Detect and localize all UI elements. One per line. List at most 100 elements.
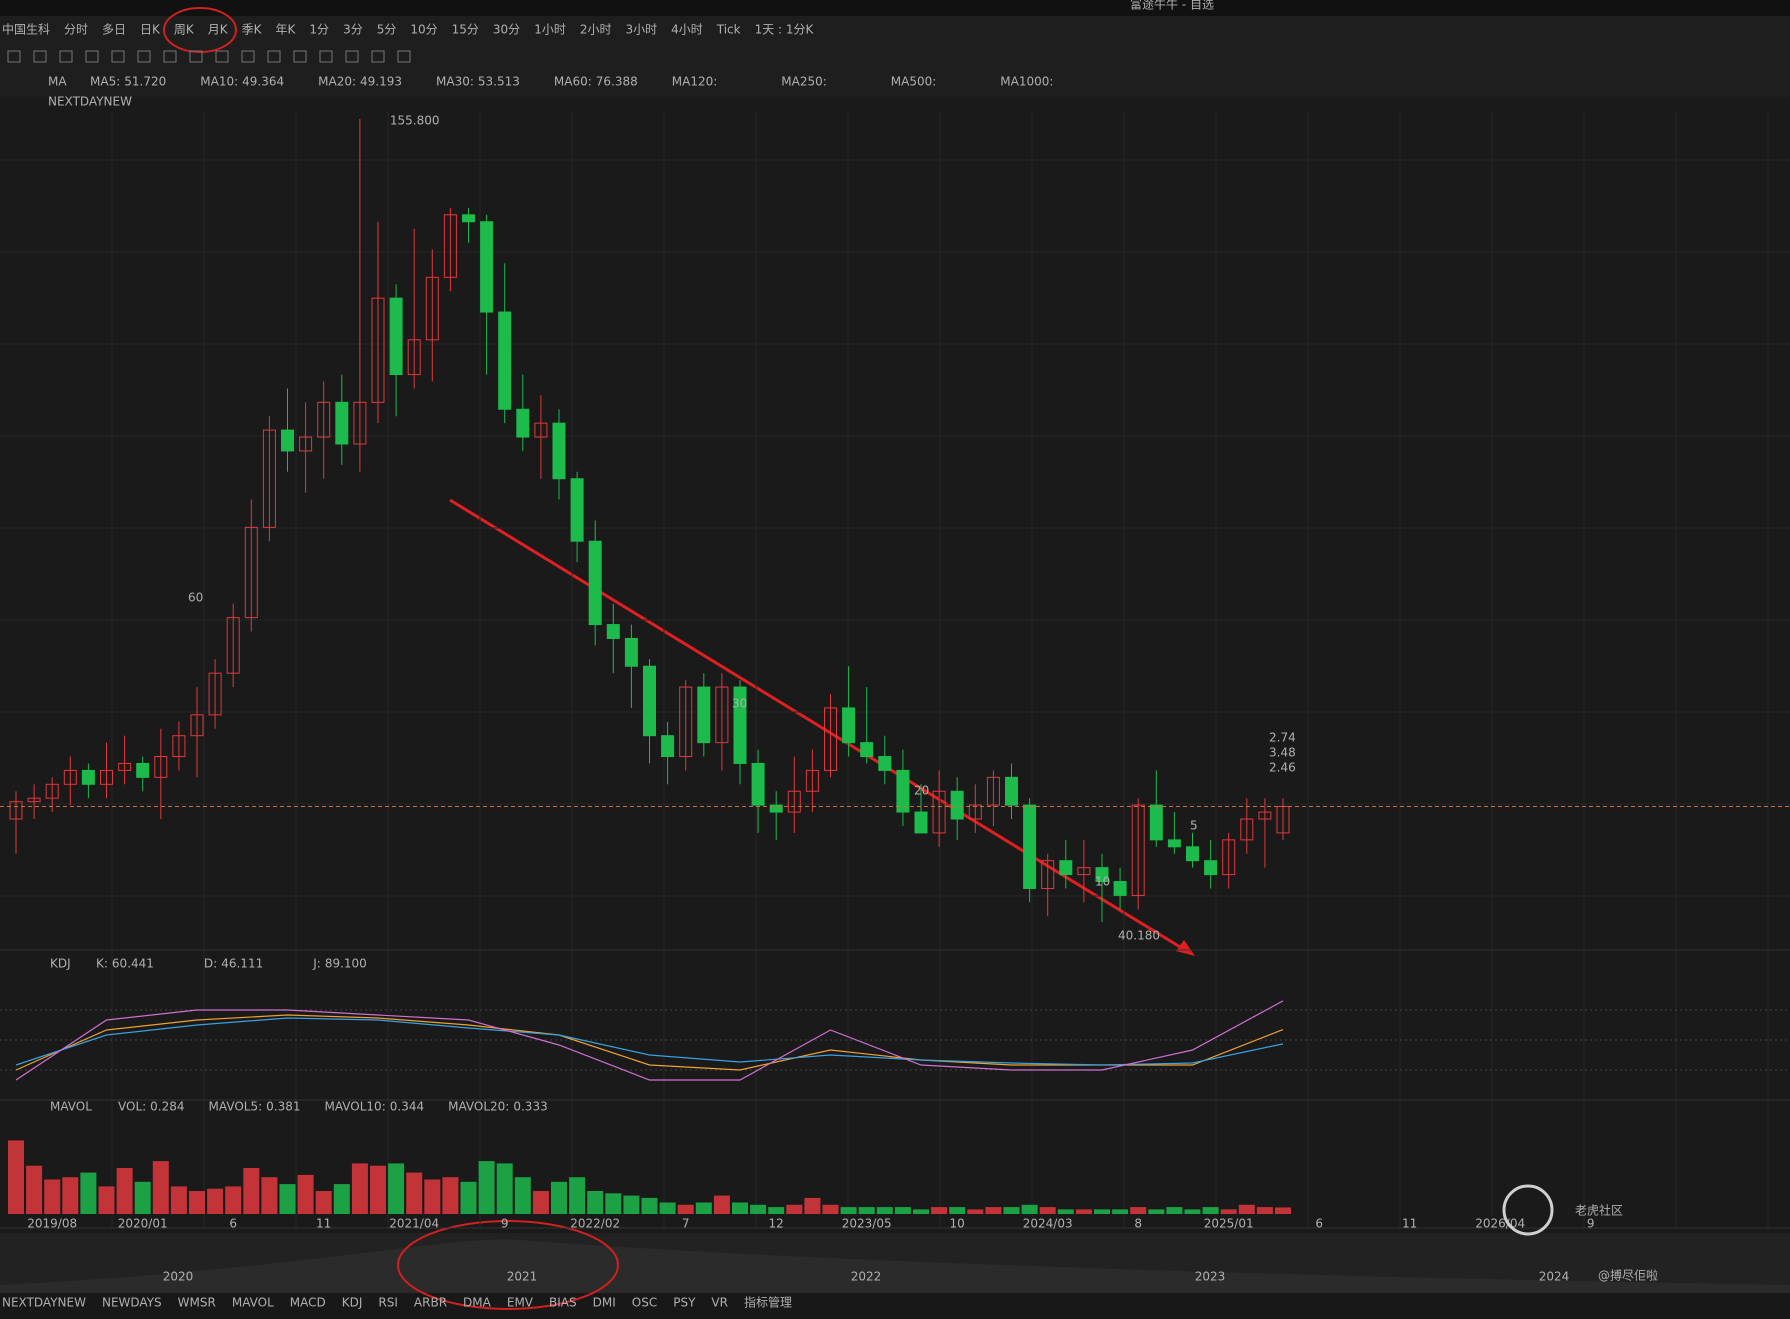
candle-body <box>118 762 132 771</box>
candle-body <box>462 214 475 223</box>
volume-bar <box>80 1172 97 1214</box>
period-tab[interactable]: 分时 <box>64 23 88 37</box>
tool-icon[interactable] <box>267 50 281 63</box>
indicator-tab[interactable]: ARBR <box>414 1296 447 1310</box>
period-tab[interactable]: 日K <box>140 23 161 37</box>
tool-icon[interactable] <box>59 50 73 63</box>
volume-bar <box>569 1177 586 1214</box>
ma-value: 76.388 <box>596 75 638 89</box>
ma-line-label: 5 <box>1190 819 1198 833</box>
period-tab[interactable]: 30分 <box>493 23 520 37</box>
volume-bar <box>406 1172 423 1214</box>
volume-bar <box>1238 1204 1255 1214</box>
indicator-tab[interactable]: RSI <box>378 1296 398 1310</box>
period-tab[interactable]: 4小时 <box>671 23 703 37</box>
period-tab[interactable]: Tick <box>716 23 741 37</box>
tool-icon[interactable] <box>137 50 151 63</box>
ma-value: 51.720 <box>124 75 166 89</box>
period-tab[interactable]: 5分 <box>377 23 397 37</box>
low-label: 40.180 <box>1118 928 1160 942</box>
period-tab[interactable]: 3分 <box>343 23 363 37</box>
candle-body <box>1167 839 1181 848</box>
tool-icon[interactable] <box>345 50 359 63</box>
candle-body <box>570 478 584 542</box>
tool-icon[interactable] <box>241 50 255 63</box>
period-tab[interactable]: 月K <box>208 23 229 37</box>
candle-body <box>679 686 693 758</box>
indicator-tab[interactable]: MAVOL <box>232 1296 274 1310</box>
volume-bar <box>207 1188 224 1214</box>
tool-icon[interactable] <box>319 50 333 63</box>
red-circle <box>397 1220 619 1310</box>
period-tab[interactable]: 1天 : 1分K <box>755 23 815 37</box>
tool-icon[interactable] <box>397 50 411 63</box>
period-tab[interactable]: 中国生科 <box>2 22 50 37</box>
tool-icon[interactable] <box>163 50 177 63</box>
ma-line-label: 60 <box>188 591 203 605</box>
red-circle <box>163 7 237 53</box>
vol-value: 0.333 <box>513 1100 547 1114</box>
period-tab[interactable]: 年K <box>276 23 297 37</box>
period-tab[interactable]: 3小时 <box>625 23 657 37</box>
x-tick-label: 2021/04 <box>389 1217 439 1231</box>
candle-body <box>516 408 530 438</box>
indicator-tab[interactable]: BIAS <box>549 1296 577 1310</box>
tool-icon[interactable] <box>7 50 21 63</box>
tool-icon[interactable] <box>189 50 203 63</box>
period-tab[interactable]: 季K <box>242 23 263 37</box>
indicator-tab[interactable]: DMA <box>463 1296 492 1310</box>
navigator-year: 2023 <box>1195 1270 1226 1284</box>
kdj-line <box>15 1014 1284 1071</box>
indicator-tab[interactable]: 指标管理 <box>744 1295 792 1310</box>
period-tab[interactable]: 多日 <box>102 23 126 37</box>
kdj-line <box>15 1017 1284 1066</box>
navigator-year: 2022 <box>851 1270 882 1284</box>
volume-bar <box>713 1195 730 1214</box>
navigator-year: 2021 <box>507 1270 538 1284</box>
candle-body <box>1113 881 1127 896</box>
ma-label: MA30: <box>436 75 474 89</box>
indicator-tab[interactable]: KDJ <box>342 1296 363 1310</box>
tool-icon[interactable] <box>111 50 125 63</box>
indicator-tab[interactable]: DMI <box>593 1296 616 1310</box>
indicator-tab[interactable]: NEXTDAYNEW <box>2 1296 86 1310</box>
indicator-tab[interactable]: WMSR <box>178 1296 216 1310</box>
period-tab[interactable]: 10分 <box>410 23 437 37</box>
arrow-head <box>1176 940 1195 956</box>
volume-bar <box>189 1191 205 1214</box>
period-tab[interactable]: 周K <box>174 23 195 37</box>
indicator-tab[interactable]: OSC <box>632 1296 657 1310</box>
indicator-tab[interactable]: PSY <box>673 1296 696 1310</box>
volume-bar <box>496 1163 513 1214</box>
indicator-tab[interactable]: VR <box>711 1296 728 1310</box>
tool-icon[interactable] <box>293 50 307 63</box>
indicator-tab[interactable]: MACD <box>290 1296 326 1310</box>
period-tab[interactable]: 15分 <box>452 23 479 37</box>
ma-label: MA20: <box>318 75 356 89</box>
ma-label: MA10: <box>200 75 238 89</box>
tool-icon[interactable] <box>215 50 229 63</box>
tool-icon[interactable] <box>85 50 99 63</box>
tool-icon[interactable] <box>371 50 385 63</box>
candle-body <box>480 221 494 313</box>
volume-bar <box>116 1168 133 1214</box>
volume-bar <box>351 1163 368 1214</box>
candle-body <box>317 401 331 438</box>
indicator-tab[interactable]: NEWDAYS <box>102 1296 162 1310</box>
tool-icon[interactable] <box>33 50 47 63</box>
period-tab[interactable]: 2小时 <box>580 23 612 37</box>
candle-body <box>805 769 819 792</box>
candle-body <box>1005 776 1018 806</box>
period-tab[interactable]: 1分 <box>309 23 329 37</box>
ma-value: 49.193 <box>360 75 402 89</box>
indicator-name: MA <box>48 75 67 89</box>
navigator-year: 2024 <box>1539 1270 1570 1284</box>
side-label: 2.46 <box>1269 761 1296 775</box>
period-tab[interactable]: 1小时 <box>534 23 566 37</box>
indicator-tab[interactable]: EMV <box>507 1296 534 1310</box>
navigator-year: 2020 <box>163 1270 194 1284</box>
candle-body <box>27 797 41 803</box>
kdj-label: D: <box>204 957 217 971</box>
candle-body <box>1149 804 1163 841</box>
